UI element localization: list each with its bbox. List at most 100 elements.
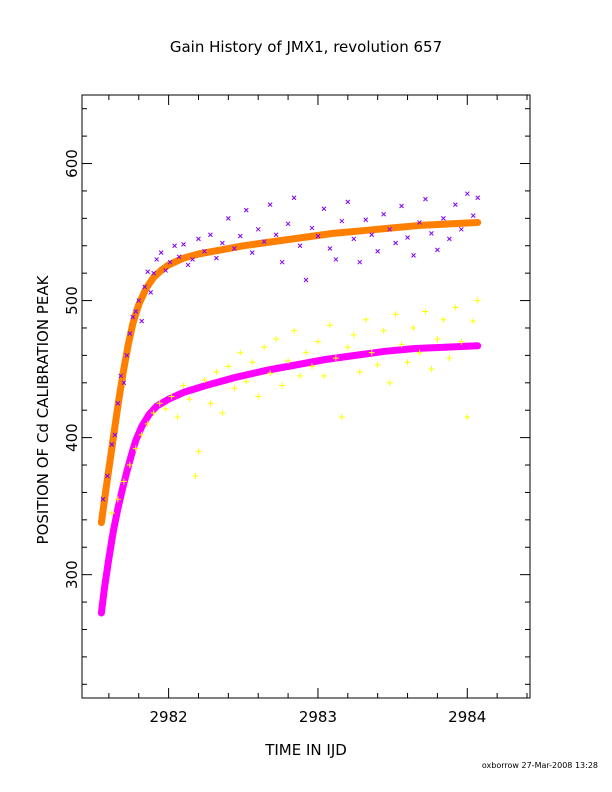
data-point [181,242,186,247]
data-point [109,442,115,447]
data-point [249,250,255,255]
chart-title: Gain History of JMX1, revolution 657 [170,38,442,56]
data-point [249,359,256,366]
data-point [435,247,440,253]
data-point [303,277,309,283]
y-axis-label: POSITION OF Cd CALIBRATION PEAK [34,274,52,544]
fit-point [180,255,187,262]
data-point [130,314,136,320]
fit-point [158,267,165,274]
fit-point [107,455,114,462]
data-point [386,379,393,386]
data-point [163,268,168,273]
fit-point [105,555,112,562]
axis-ticks [82,95,530,698]
fit-point [217,246,224,253]
data-point [142,284,148,290]
data-point [320,372,327,379]
data-point [440,316,447,323]
fit-point [120,366,127,373]
data-point [243,207,249,213]
data-point [417,220,422,225]
fit-point [195,250,202,257]
data-point [368,349,375,356]
fit-point [419,222,426,229]
data-point [267,370,274,377]
data-point [399,203,404,209]
fit-point [449,220,456,227]
data-point [121,380,127,386]
data-point [285,357,292,364]
data-point [452,304,459,311]
fit-point [412,345,419,352]
data-point [369,232,375,238]
data-point [470,213,476,218]
fit-point [138,423,145,430]
data-point [126,462,133,469]
data-point [231,246,237,251]
data-point [195,448,202,455]
fit-point [153,403,160,410]
x-tick-label: 2983 [299,708,337,726]
data-point [220,240,225,246]
data-point [124,353,130,358]
data-point [458,226,464,232]
data-point [308,363,315,370]
fit-point [128,452,135,459]
fit-point [114,505,121,512]
fit-point [165,396,172,403]
fit-point [474,219,481,226]
fit-point [240,242,247,249]
data-point [168,393,175,400]
data-point [120,478,127,485]
fit-point [129,320,136,327]
data-point [208,232,213,238]
data-point [350,331,357,338]
data-point [470,318,477,325]
data-point [139,318,145,324]
data-point [136,298,142,303]
data-point [255,393,262,400]
fit-point [322,356,329,363]
fit-point [119,486,126,493]
data-point [273,335,280,342]
data-point [474,297,481,304]
data-point [176,254,182,260]
data-point [167,259,173,265]
data-point [261,239,267,244]
data-point [447,236,452,242]
data-point [291,327,298,334]
data-point [273,232,279,238]
fit-point [441,344,448,351]
fit-point [132,437,139,444]
data-point [356,368,363,375]
data-point [410,324,417,331]
data-point [196,236,201,242]
data-point [127,331,133,336]
data-point [404,359,411,366]
y-tick-label: 600 [63,149,81,178]
data-point [174,414,181,421]
data-point [464,191,470,197]
data-point [231,385,238,392]
y-tick-label: 400 [63,423,81,452]
data-point [362,316,369,323]
plot-frame [81,94,531,699]
data-point [133,309,139,314]
data-point [285,221,291,227]
plot-marks [97,191,482,617]
data-point [422,308,429,315]
fit-point [123,468,130,475]
data-point [375,248,381,254]
data-point [380,327,387,334]
fit-point [116,393,123,400]
data-point [423,196,428,202]
data-point [381,211,387,217]
fit-point [102,486,109,493]
data-point [148,289,154,295]
data-point [237,349,244,356]
data-point [108,509,115,516]
data-point [279,382,286,389]
data-point [398,341,405,348]
data-point [309,225,315,231]
